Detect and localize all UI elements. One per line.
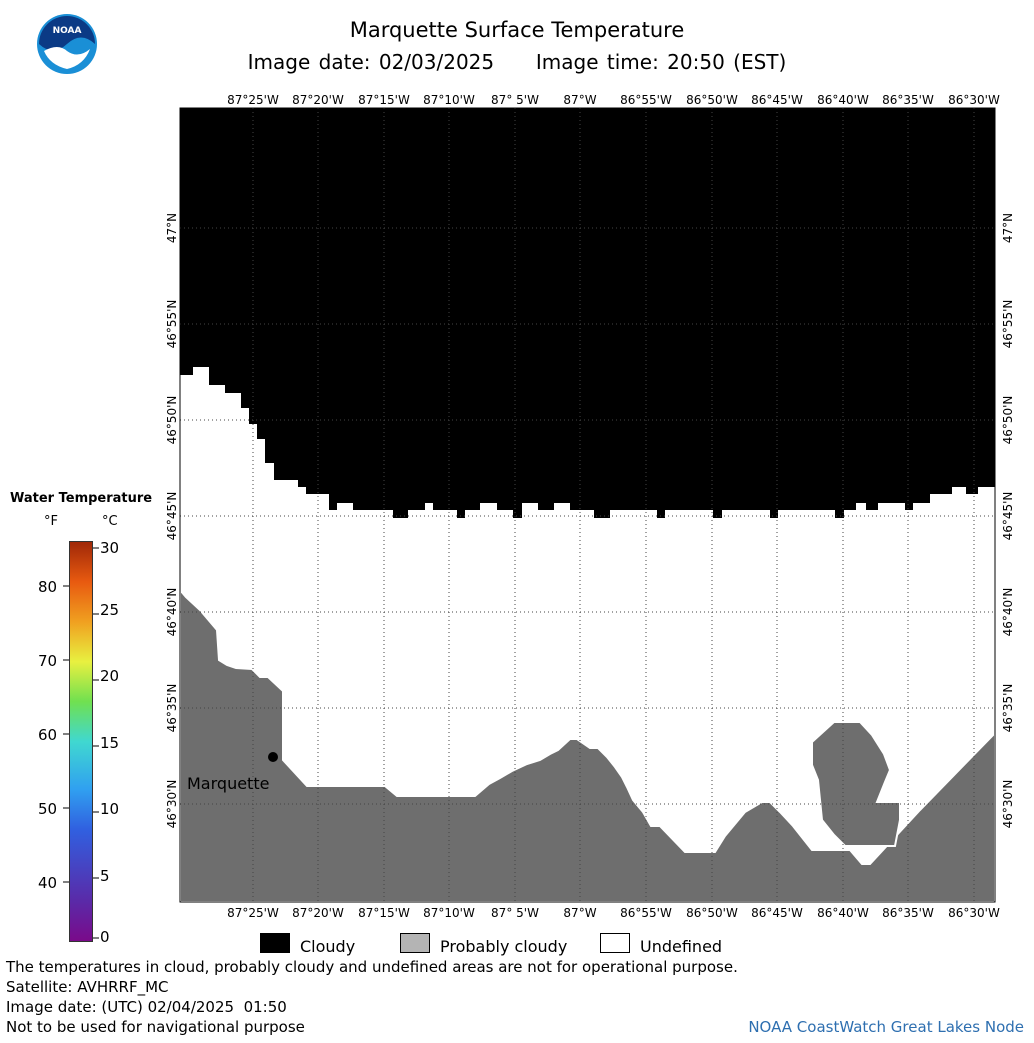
c-tick: 25 [100,601,120,619]
lat-label: 47°N [165,213,179,243]
c-tick: 30 [100,539,120,557]
lat-label: 46°45'N [165,492,179,541]
lon-label: 87° 5'W [491,906,539,920]
lat-label: 46°40'N [1001,588,1015,637]
lon-label: 87°10'W [423,93,475,107]
lat-label: 46°45'N [1001,492,1015,541]
cloud-region [180,108,995,518]
disclaimer-text: The temperatures in cloud, probably clou… [6,958,738,976]
graticule [180,108,995,902]
image-date-time: Image date: 02/03/2025 Image time: 20:50… [247,50,787,74]
navigation-warning: Not to be used for navigational purpose [6,1018,305,1036]
probably-cloudy-swatch [400,933,430,953]
noaa-logo: NOAA [37,14,97,74]
satellite-text: Satellite: AVHRRF_MC [6,978,169,996]
f-tick: 70 [38,652,58,670]
lon-label: 87°W [563,93,596,107]
lat-label: 46°50'N [165,396,179,445]
lat-label: 46°35'N [165,684,179,733]
lon-label: 86°55'W [620,906,672,920]
lat-labels-left: 47°N 46°55'N 46°50'N 46°45'N 46°40'N 46°… [165,213,179,829]
lon-label: 87°W [563,906,596,920]
marquette-marker [268,752,278,762]
lat-label: 46°50'N [1001,396,1015,445]
lon-label: 86°45'W [751,93,803,107]
lon-label: 87°15'W [358,906,410,920]
lon-label: 86°40'W [817,906,869,920]
lake-pocket [811,721,901,847]
colorbar-ticks [63,547,99,939]
lat-label: 46°55'N [165,300,179,349]
probably-cloudy-label: Probably cloudy [440,937,568,956]
c-tick: 0 [100,928,110,946]
lat-label: 46°40'N [165,588,179,637]
city-label: Marquette [187,774,269,793]
unit-fahrenheit: °F [44,514,58,529]
c-tick: 20 [100,667,120,685]
lon-label: 86°35'W [882,93,934,107]
undefined-swatch [600,933,630,953]
lat-label: 46°55'N [1001,300,1015,349]
cloudy-label: Cloudy [300,937,356,956]
cloudy-swatch [260,933,290,953]
lon-label: 87°20'W [292,93,344,107]
f-tick: 50 [38,800,58,818]
lon-labels-top: 87°25'W 87°20'W 87°15'W 87°10'W 87° 5'W … [227,93,1000,107]
lon-label: 86°50'W [686,906,738,920]
c-tick: 15 [100,734,120,752]
lon-label: 86°35'W [882,906,934,920]
lon-label: 86°30'W [948,906,1000,920]
legend-title: Water Temperature [10,491,153,506]
lat-label: 46°35'N [1001,684,1015,733]
lat-labels-right: 47°N 46°55'N 46°50'N 46°45'N 46°40'N 46°… [1001,213,1015,829]
lat-label: 46°30'N [1001,780,1015,829]
lon-label: 87°25'W [227,906,279,920]
f-tick: 80 [38,578,58,596]
f-tick: 60 [38,726,58,744]
lon-labels-bottom: 87°25'W 87°20'W 87°15'W 87°10'W 87° 5'W … [227,906,1000,920]
lon-label: 87°15'W [358,93,410,107]
lon-label: 86°55'W [620,93,672,107]
lon-label: 87°25'W [227,93,279,107]
lon-label: 86°45'W [751,906,803,920]
c-tick: 10 [100,800,120,818]
chart-title: Marquette Surface Temperature [349,18,685,42]
lon-label: 87°10'W [423,906,475,920]
undefined-label: Undefined [640,937,723,956]
lon-label: 86°40'W [817,93,869,107]
unit-celsius: °C [102,514,118,529]
temperature-colorbar [69,541,93,942]
lon-label: 87° 5'W [491,93,539,107]
lon-label: 87°20'W [292,906,344,920]
f-tick: 40 [38,874,58,892]
lat-label: 46°30'N [165,780,179,829]
utc-date-text: Image date: (UTC) 02/04/2025 01:50 [6,998,287,1016]
lon-label: 86°50'W [686,93,738,107]
logo-text: NOAA [53,26,82,36]
c-tick: 5 [100,867,110,885]
lon-label: 86°30'W [948,93,1000,107]
credit-link[interactable]: NOAA CoastWatch Great Lakes Node [748,1018,1024,1036]
lat-label: 47°N [1001,213,1015,243]
